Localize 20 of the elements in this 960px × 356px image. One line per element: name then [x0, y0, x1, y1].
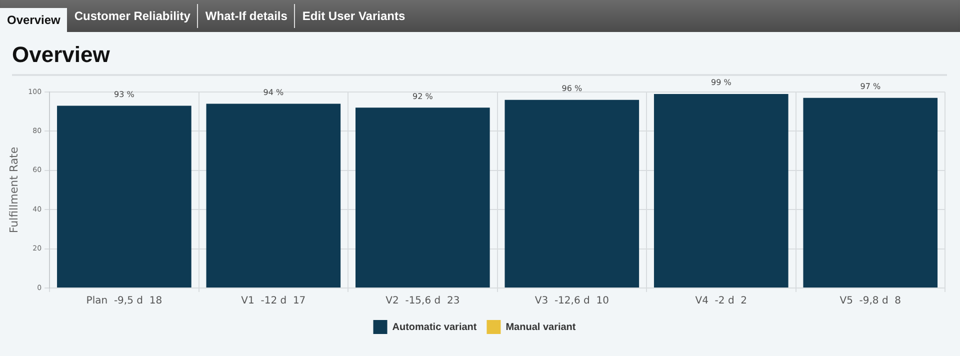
x-tick-label: Plan -9,5 d 18: [86, 296, 162, 307]
data-label: 94 %: [263, 88, 284, 97]
x-tick-label: V4 -2 d 2: [695, 296, 748, 307]
x-tick-label: V5 -9,8 d 8: [840, 296, 902, 307]
data-label: 92 %: [412, 92, 434, 101]
chart-title: Overview: [12, 42, 947, 76]
text: Edit User Variants: [294, 4, 412, 28]
text: Overview: [0, 8, 68, 32]
legend-label: Automatic variant: [392, 322, 478, 333]
data-label: 99 %: [710, 78, 732, 88]
x-tick-label: V1 -12 d 17: [241, 296, 306, 307]
x-tick-label: V3 -12,6 d 10: [534, 296, 609, 307]
data-label: 97 %: [860, 82, 881, 91]
data-label: 93 %: [114, 90, 135, 99]
text: What-If details: [197, 4, 294, 28]
data-label: 96 %: [562, 84, 582, 93]
text: Customer Reliability: [73, 8, 192, 25]
y-axis-title: Fulfillment Rate: [7, 146, 20, 234]
x-tick-label: V2 -15,6 d 23: [386, 296, 460, 307]
legend-label: Manual variant: [506, 322, 576, 333]
